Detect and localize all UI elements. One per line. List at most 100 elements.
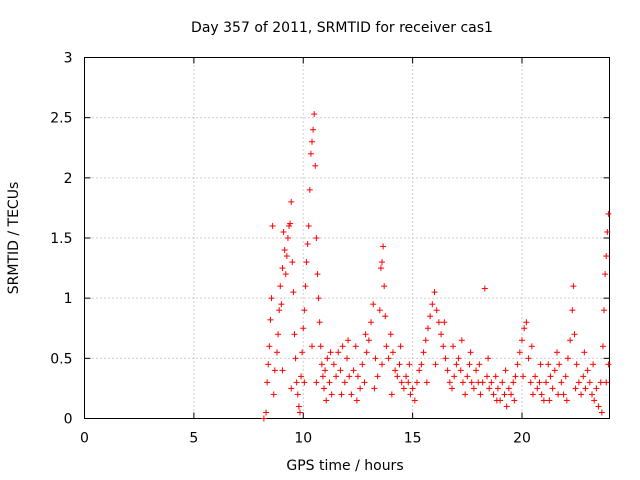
data-point [512, 373, 519, 380]
data-point [269, 222, 276, 229]
data-point [379, 361, 385, 368]
data-point [580, 373, 587, 380]
data-point [290, 289, 297, 296]
data-point [572, 385, 579, 392]
data-point [545, 361, 552, 368]
data-point [294, 391, 301, 398]
data-point [278, 301, 285, 308]
data-point [589, 391, 595, 398]
data-point [303, 259, 310, 266]
data-point [346, 373, 353, 380]
data-point [575, 379, 582, 386]
data-point [361, 379, 368, 386]
data-point [316, 319, 323, 326]
data-point [368, 319, 375, 326]
data-point [540, 397, 547, 404]
data-point [416, 367, 423, 374]
data-point [289, 259, 296, 266]
data-point [293, 379, 300, 386]
data-point [470, 385, 477, 392]
x-tick-label: 20 [513, 431, 531, 447]
data-point [313, 379, 320, 386]
data-point [307, 150, 314, 157]
data-point [335, 349, 342, 356]
data-point [372, 355, 379, 362]
data-point [284, 235, 291, 241]
data-point [282, 271, 289, 278]
data-point [599, 343, 606, 350]
data-point [551, 367, 558, 374]
data-point [315, 295, 322, 302]
y-tick-label: 1.5 [50, 231, 72, 247]
data-point [396, 361, 403, 368]
data-point [318, 361, 325, 368]
data-point [578, 391, 585, 398]
data-point [283, 253, 290, 260]
data-point [383, 343, 390, 350]
data-point [317, 343, 324, 350]
data-point [333, 373, 340, 380]
data-point [338, 391, 345, 398]
y-tick-label: 2.5 [50, 111, 72, 127]
data-point [466, 361, 473, 368]
data-point [451, 373, 458, 380]
y-tick-label: 0 [64, 412, 73, 428]
data-point [532, 373, 539, 380]
data-point [310, 126, 317, 133]
data-point [292, 355, 299, 362]
data-point [492, 373, 499, 380]
data-point [438, 331, 445, 338]
data-point [549, 385, 556, 392]
data-point [344, 355, 350, 362]
data-point [590, 361, 597, 368]
data-point [407, 391, 414, 398]
data-point [301, 379, 308, 386]
data-point [397, 343, 404, 350]
data-point [597, 379, 604, 386]
data-point [377, 265, 384, 272]
data-point [520, 373, 527, 380]
data-point [387, 331, 394, 338]
data-point [567, 337, 574, 344]
data-point [488, 379, 495, 386]
data-point [529, 391, 536, 398]
y-tick-label: 2 [64, 171, 73, 187]
data-point [267, 316, 274, 323]
data-point [301, 307, 308, 314]
data-point [305, 222, 312, 229]
data-point [523, 319, 530, 326]
data-point [370, 301, 377, 308]
data-point [382, 313, 389, 320]
data-point [479, 379, 486, 386]
data-point [300, 325, 307, 332]
data-point [503, 403, 510, 410]
data-point [260, 415, 267, 422]
data-point [354, 373, 361, 380]
data-point [298, 373, 305, 380]
data-point [595, 403, 602, 410]
data-point [371, 385, 378, 392]
data-point [339, 343, 346, 350]
data-point [462, 391, 469, 398]
data-point [486, 385, 493, 392]
data-point [281, 247, 288, 254]
data-point [516, 349, 523, 356]
data-point [280, 228, 287, 235]
data-point [525, 355, 532, 362]
data-point [573, 361, 580, 368]
data-point [291, 331, 298, 338]
y-tick-label: 1 [64, 291, 73, 307]
data-point [270, 391, 277, 398]
data-point [555, 391, 562, 398]
data-point [288, 198, 295, 205]
data-point [277, 283, 284, 290]
data-point [514, 361, 521, 368]
data-point [296, 409, 303, 416]
x-axis-label: GPS time / hours [286, 458, 403, 474]
data-point [431, 289, 438, 296]
data-point [287, 220, 294, 227]
data-point [376, 307, 383, 314]
data-point [605, 210, 612, 217]
data-point [476, 361, 483, 368]
